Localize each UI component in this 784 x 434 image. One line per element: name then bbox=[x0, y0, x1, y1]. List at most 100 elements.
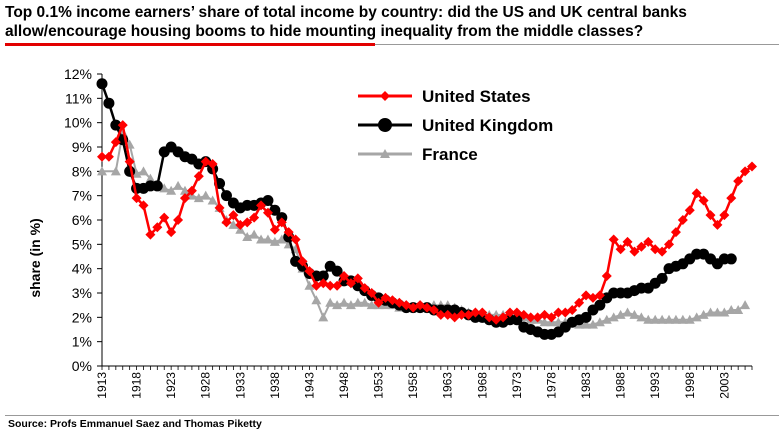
y-tick-label: 8% bbox=[72, 163, 92, 179]
uk-data-point bbox=[656, 272, 668, 284]
us-data-point bbox=[608, 234, 619, 245]
france-data-point bbox=[173, 180, 184, 190]
uk-data-point bbox=[594, 299, 606, 311]
france-data-point bbox=[325, 297, 336, 307]
uk-data-point bbox=[110, 119, 122, 131]
france-data-point bbox=[670, 314, 681, 324]
us-data-point bbox=[166, 227, 177, 238]
x-tick-label: 1923 bbox=[164, 372, 178, 399]
y-tick-label: 4% bbox=[72, 261, 92, 277]
france-data-point bbox=[269, 236, 280, 246]
us-data-point bbox=[684, 205, 695, 216]
france-data-point bbox=[159, 183, 170, 193]
france-data-point bbox=[339, 297, 350, 307]
france-data-point bbox=[539, 317, 550, 327]
x-tick-label: 1913 bbox=[95, 372, 109, 399]
uk-data-point bbox=[151, 180, 163, 192]
y-tick-label: 0% bbox=[72, 358, 92, 374]
title-divider bbox=[5, 44, 779, 45]
france-data-point bbox=[622, 307, 633, 317]
us-data-point bbox=[366, 288, 377, 298]
us-data-point bbox=[740, 166, 751, 177]
france-data-point bbox=[131, 168, 142, 178]
us-data-point bbox=[283, 227, 294, 238]
france-data-point bbox=[587, 319, 598, 329]
x-tick-label: 1973 bbox=[510, 372, 524, 399]
france-data-point bbox=[740, 300, 751, 310]
us-data-point bbox=[173, 215, 184, 225]
legend-item-uk: United Kingdom bbox=[358, 116, 553, 135]
y-axis-title: share (in %) bbox=[27, 218, 43, 297]
y-tick-label: 2% bbox=[72, 309, 92, 325]
france-data-point bbox=[242, 232, 253, 242]
france-data-point bbox=[664, 314, 675, 324]
us-data-point bbox=[103, 151, 114, 162]
us-data-point bbox=[345, 278, 356, 289]
us-data-point bbox=[138, 200, 149, 211]
legend-swatch-marker bbox=[380, 149, 390, 158]
us-data-point bbox=[525, 312, 536, 323]
france-data-point bbox=[311, 295, 322, 305]
x-tick-label: 1948 bbox=[337, 372, 351, 399]
us-data-point bbox=[719, 210, 730, 221]
us-data-point bbox=[186, 185, 197, 196]
us-data-point bbox=[670, 227, 681, 238]
legend: United States United Kingdom France bbox=[358, 87, 553, 164]
us-data-point bbox=[698, 195, 709, 206]
france-data-point bbox=[110, 166, 121, 176]
us-data-point bbox=[145, 229, 156, 240]
us-data-point bbox=[159, 212, 170, 223]
x-tick-label: 2003 bbox=[717, 372, 731, 399]
us-data-point bbox=[712, 219, 723, 230]
us-data-point bbox=[574, 297, 585, 308]
legend-swatch-marker bbox=[380, 91, 390, 101]
uk-line bbox=[100, 83, 732, 336]
france-data-point bbox=[629, 309, 640, 319]
axes: 0% 1% 2% 3% 4% 5% 6% 7% 8% 9% 10% 11% 12% 1913 1918 192… bbox=[64, 66, 753, 399]
france-data-point bbox=[608, 312, 619, 322]
france-data-point bbox=[657, 314, 668, 324]
y-tick-label: 9% bbox=[72, 139, 92, 155]
us-data-point bbox=[256, 200, 267, 211]
us-data-point bbox=[339, 270, 350, 281]
us-data-point bbox=[131, 193, 142, 204]
title-accent-bar bbox=[5, 43, 375, 46]
series-layer bbox=[96, 78, 757, 340]
chart-title: Top 0.1% income earners’ share of total … bbox=[5, 4, 687, 40]
legend-swatch-marker bbox=[378, 118, 392, 132]
us-data-point bbox=[622, 236, 633, 247]
uk-data-point bbox=[725, 253, 737, 265]
france-data-point bbox=[256, 234, 267, 244]
us-data-point bbox=[200, 156, 211, 167]
x-tick-label: 1993 bbox=[648, 372, 662, 399]
y-tick-label: 1% bbox=[72, 334, 92, 350]
us-data-point bbox=[546, 312, 557, 323]
uk-data-point bbox=[96, 78, 108, 90]
us-data-point bbox=[657, 246, 668, 257]
us-data-point bbox=[110, 137, 121, 148]
uk-data-point bbox=[103, 97, 115, 109]
france-data-point bbox=[318, 312, 329, 322]
x-tick-label: 1933 bbox=[233, 372, 247, 399]
france-data-point bbox=[138, 166, 149, 176]
us-data-point bbox=[117, 120, 128, 131]
france-data-point bbox=[712, 307, 723, 317]
us-data-point bbox=[242, 217, 253, 228]
france-data-point bbox=[332, 300, 343, 310]
france-data-point bbox=[581, 319, 592, 329]
uk-data-point bbox=[580, 311, 592, 323]
us-data-point bbox=[325, 280, 336, 291]
legend-label: France bbox=[422, 145, 478, 164]
us-data-point bbox=[456, 309, 467, 320]
us-data-point bbox=[221, 217, 232, 228]
us-data-point bbox=[601, 270, 612, 281]
france-data-point bbox=[601, 314, 612, 324]
us-data-point bbox=[373, 297, 384, 308]
x-tick-label: 1958 bbox=[406, 372, 420, 399]
france-data-point bbox=[207, 195, 218, 205]
us-data-point bbox=[214, 202, 225, 213]
us-data-point bbox=[581, 290, 592, 301]
us-data-point bbox=[228, 210, 239, 221]
us-data-point bbox=[664, 239, 675, 250]
france-data-point bbox=[650, 314, 661, 324]
